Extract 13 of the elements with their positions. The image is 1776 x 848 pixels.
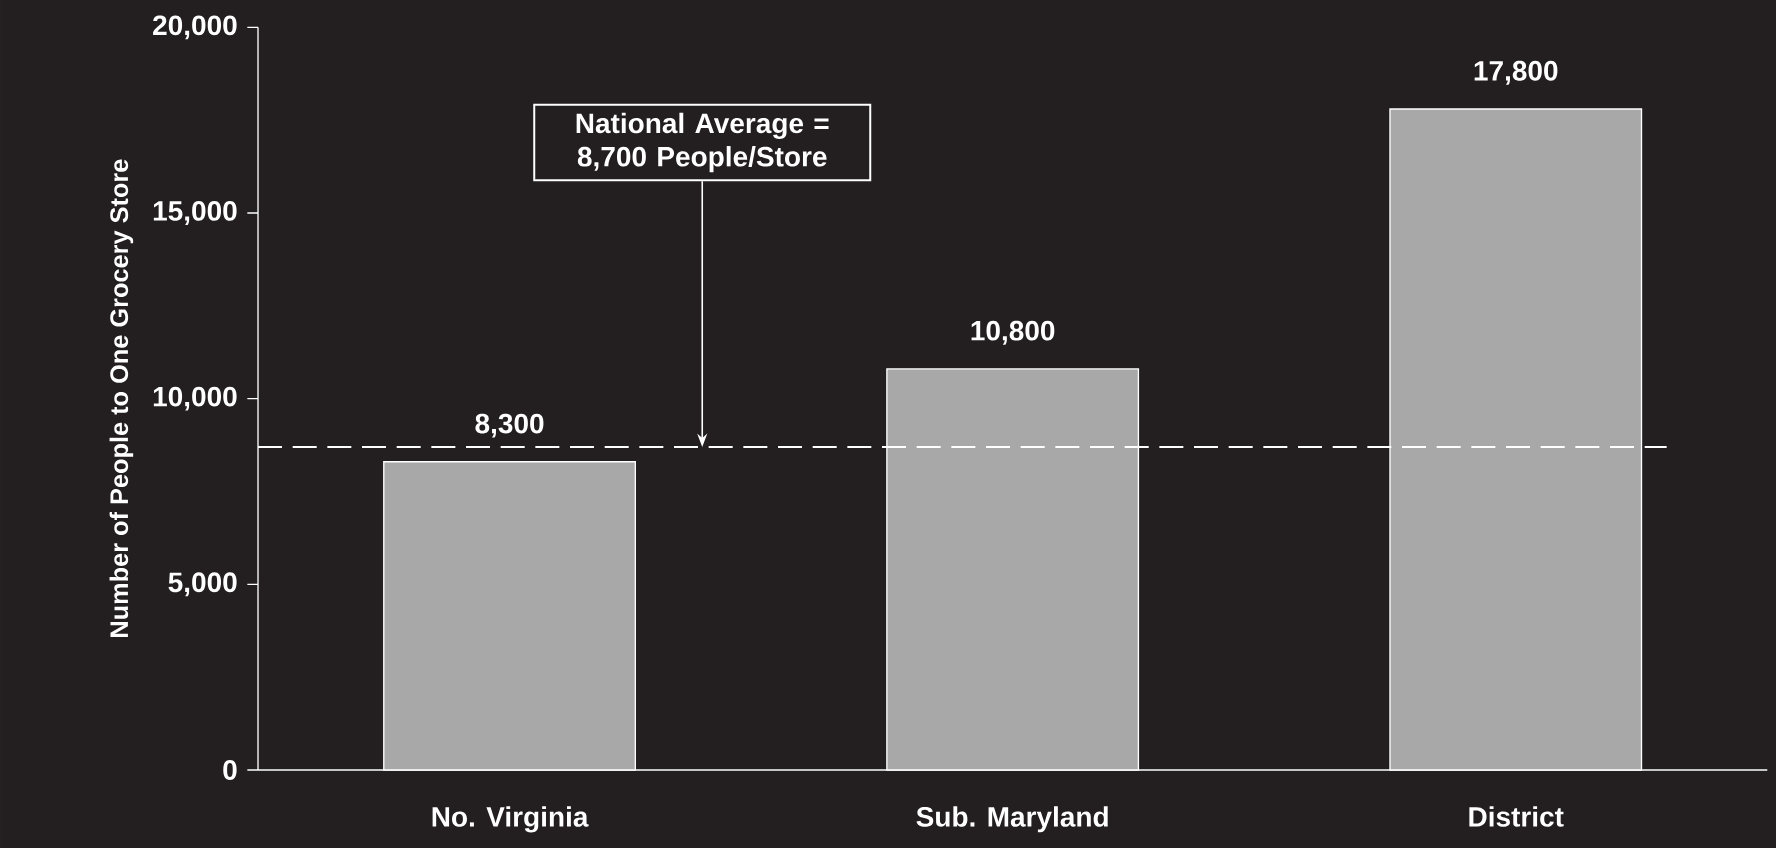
- data-label: 10,800: [971, 320, 1055, 345]
- x-tick-label: No. Virginia: [432, 806, 589, 833]
- x-tick-label: Sub. Maryland: [916, 806, 1108, 833]
- y-tick-label: 0: [223, 760, 237, 780]
- data-label: 8,300: [475, 413, 544, 438]
- y-tick-label: 5,000: [168, 572, 237, 597]
- y-axis-title: Number of People to One Grocery Store: [109, 159, 134, 637]
- x-tick-label: District: [1469, 806, 1564, 827]
- data-label: 17,800: [1474, 60, 1558, 85]
- ref-line-label: National Average = 8,700 People/Store: [576, 112, 829, 173]
- y-tick-label: 15,000: [153, 201, 237, 225]
- y-tick-label: 20,000: [153, 15, 237, 40]
- y-tick-label: 10,000: [153, 386, 237, 411]
